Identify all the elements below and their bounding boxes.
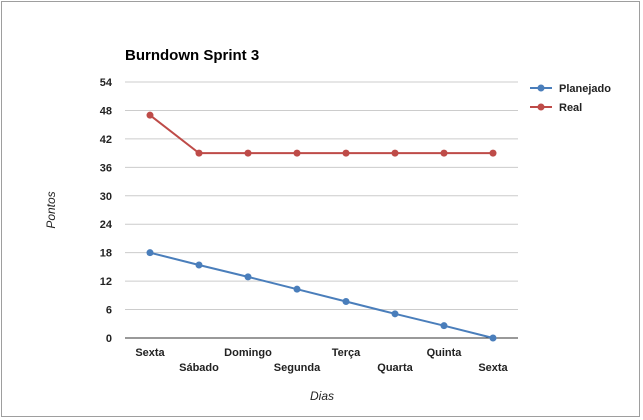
y-tick-label: 48: [100, 105, 112, 117]
data-point-planejado: [195, 261, 203, 269]
x-axis-label: Dias: [310, 389, 334, 403]
series-line-real: [149, 114, 493, 155]
data-point-real: [244, 149, 252, 157]
legend-marker: [537, 84, 545, 92]
x-tick-label: Terça: [332, 347, 361, 359]
y-tick-label: 12: [100, 276, 112, 288]
legend: Planejado Real: [530, 83, 611, 114]
x-tick-label: Quarta: [377, 362, 413, 374]
y-tick-label: 30: [100, 191, 112, 203]
data-point-real: [342, 149, 350, 157]
legend-marker: [537, 103, 545, 111]
data-point-real: [146, 111, 154, 119]
y-tick-label: 24: [100, 219, 113, 231]
data-point-planejado: [489, 334, 497, 342]
y-tick-label: 18: [100, 248, 112, 260]
data-point-planejado: [146, 249, 154, 257]
data-point-planejado: [440, 322, 448, 330]
y-tick-label: 42: [100, 134, 112, 146]
x-tick-label: Segunda: [274, 362, 321, 374]
x-tick-label: Domingo: [224, 347, 272, 359]
data-point-real: [195, 149, 203, 157]
y-tick-label: 0: [106, 333, 112, 345]
data-point-planejado: [293, 285, 301, 293]
series-group: [146, 111, 497, 342]
data-point-planejado: [342, 297, 350, 305]
data-point-real: [391, 149, 399, 157]
x-tick-label: Sexta: [478, 362, 508, 374]
data-point-planejado: [244, 273, 252, 281]
y-tick-label: 36: [100, 162, 112, 174]
data-point-real: [489, 149, 497, 157]
x-tick-label: Quinta: [427, 347, 463, 359]
x-tick-label: Sexta: [135, 347, 165, 359]
legend-label: Real: [559, 102, 582, 114]
series-line-planejado: [149, 251, 494, 339]
legend-label: Planejado: [559, 83, 611, 95]
data-point-real: [440, 149, 448, 157]
gridlines: [125, 81, 518, 311]
y-axis-ticks: 0 6 12 18 24 30 36 42 48 54: [100, 77, 113, 345]
y-tick-label: 6: [106, 305, 112, 317]
x-tick-label: Sábado: [179, 362, 219, 374]
chart-title: Burndown Sprint 3: [125, 47, 259, 64]
y-axis-label: Pontos: [44, 191, 58, 228]
data-point-planejado: [391, 310, 399, 318]
data-point-real: [293, 149, 301, 157]
y-tick-label: 54: [100, 77, 113, 89]
